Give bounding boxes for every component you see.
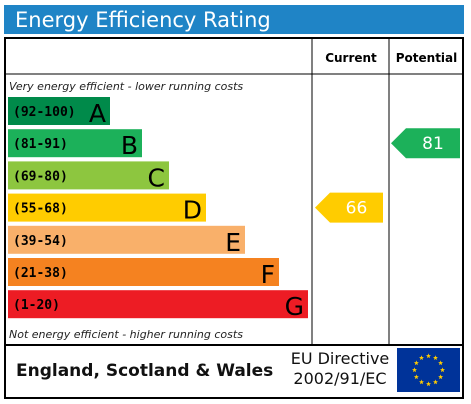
bands-layer: (92-100) A (81-91) B (69-80) C (55-68) D (39-54)… bbox=[8, 97, 308, 321]
band-d-range: (55-68) bbox=[13, 202, 68, 217]
footer-country: England, Scotland & Wales bbox=[16, 361, 274, 381]
chart-title: Energy Efficiency Rating bbox=[15, 8, 271, 32]
eu-star-icon bbox=[413, 374, 419, 380]
chart-frame bbox=[4, 37, 464, 399]
eu-star-icon bbox=[433, 379, 438, 385]
potential-rating-arrow bbox=[391, 128, 460, 159]
band-e-letter: E bbox=[225, 228, 241, 257]
band-d-letter: D bbox=[183, 196, 202, 225]
eu-stars bbox=[412, 353, 445, 387]
eu-star-icon bbox=[433, 355, 438, 360]
eu-star-icon bbox=[413, 360, 419, 366]
eu-star-icon bbox=[419, 379, 424, 385]
eu-star-icon bbox=[426, 353, 431, 359]
eu-star-icon bbox=[440, 367, 445, 373]
header-current: Current bbox=[325, 51, 377, 65]
eu-star-icon bbox=[419, 355, 424, 360]
band-c-range: (69-80) bbox=[13, 169, 68, 184]
potential-rating-value: 81 bbox=[422, 134, 444, 154]
band-f-range: (21-38) bbox=[13, 266, 68, 281]
band-a-letter: A bbox=[89, 99, 106, 128]
band-e-bar bbox=[8, 225, 245, 254]
footer-directive: EU Directive 2002/91/EC bbox=[283, 349, 397, 389]
band-b-range: (81-91) bbox=[13, 137, 68, 152]
band-f-bar bbox=[8, 258, 279, 286]
band-a-bar bbox=[8, 97, 110, 125]
current-rating-arrow bbox=[315, 192, 383, 223]
directive-line-1: EU Directive bbox=[290, 349, 390, 368]
band-c-bar bbox=[8, 161, 169, 190]
band-b-letter: B bbox=[121, 131, 138, 160]
current-rating-value: 66 bbox=[346, 199, 368, 219]
band-d-bar bbox=[8, 193, 206, 222]
band-f-letter: F bbox=[261, 260, 275, 289]
eu-star-icon bbox=[438, 360, 444, 366]
band-c-letter: C bbox=[148, 163, 165, 192]
eu-star-icon bbox=[426, 381, 431, 387]
band-a-range: (92-100) bbox=[13, 105, 76, 120]
title-bar: Energy Efficiency Rating bbox=[4, 5, 464, 34]
eu-star-icon bbox=[412, 367, 417, 373]
header-potential: Potential bbox=[395, 51, 458, 65]
arrows-layer: 66 81 bbox=[315, 128, 460, 223]
band-g-letter: G bbox=[285, 292, 304, 321]
band-e-range: (39-54) bbox=[13, 234, 68, 249]
eu-flag-icon bbox=[397, 348, 460, 392]
band-b-bar bbox=[8, 129, 142, 158]
band-g-bar bbox=[8, 290, 308, 319]
caption-bottom: Not energy efficient - higher running co… bbox=[9, 328, 243, 341]
eu-star-icon bbox=[438, 374, 444, 380]
directive-line-2: 2002/91/EC bbox=[293, 369, 387, 388]
caption-top: Very energy efficient - lower running co… bbox=[9, 80, 244, 93]
band-g-range: (1-20) bbox=[13, 298, 60, 313]
